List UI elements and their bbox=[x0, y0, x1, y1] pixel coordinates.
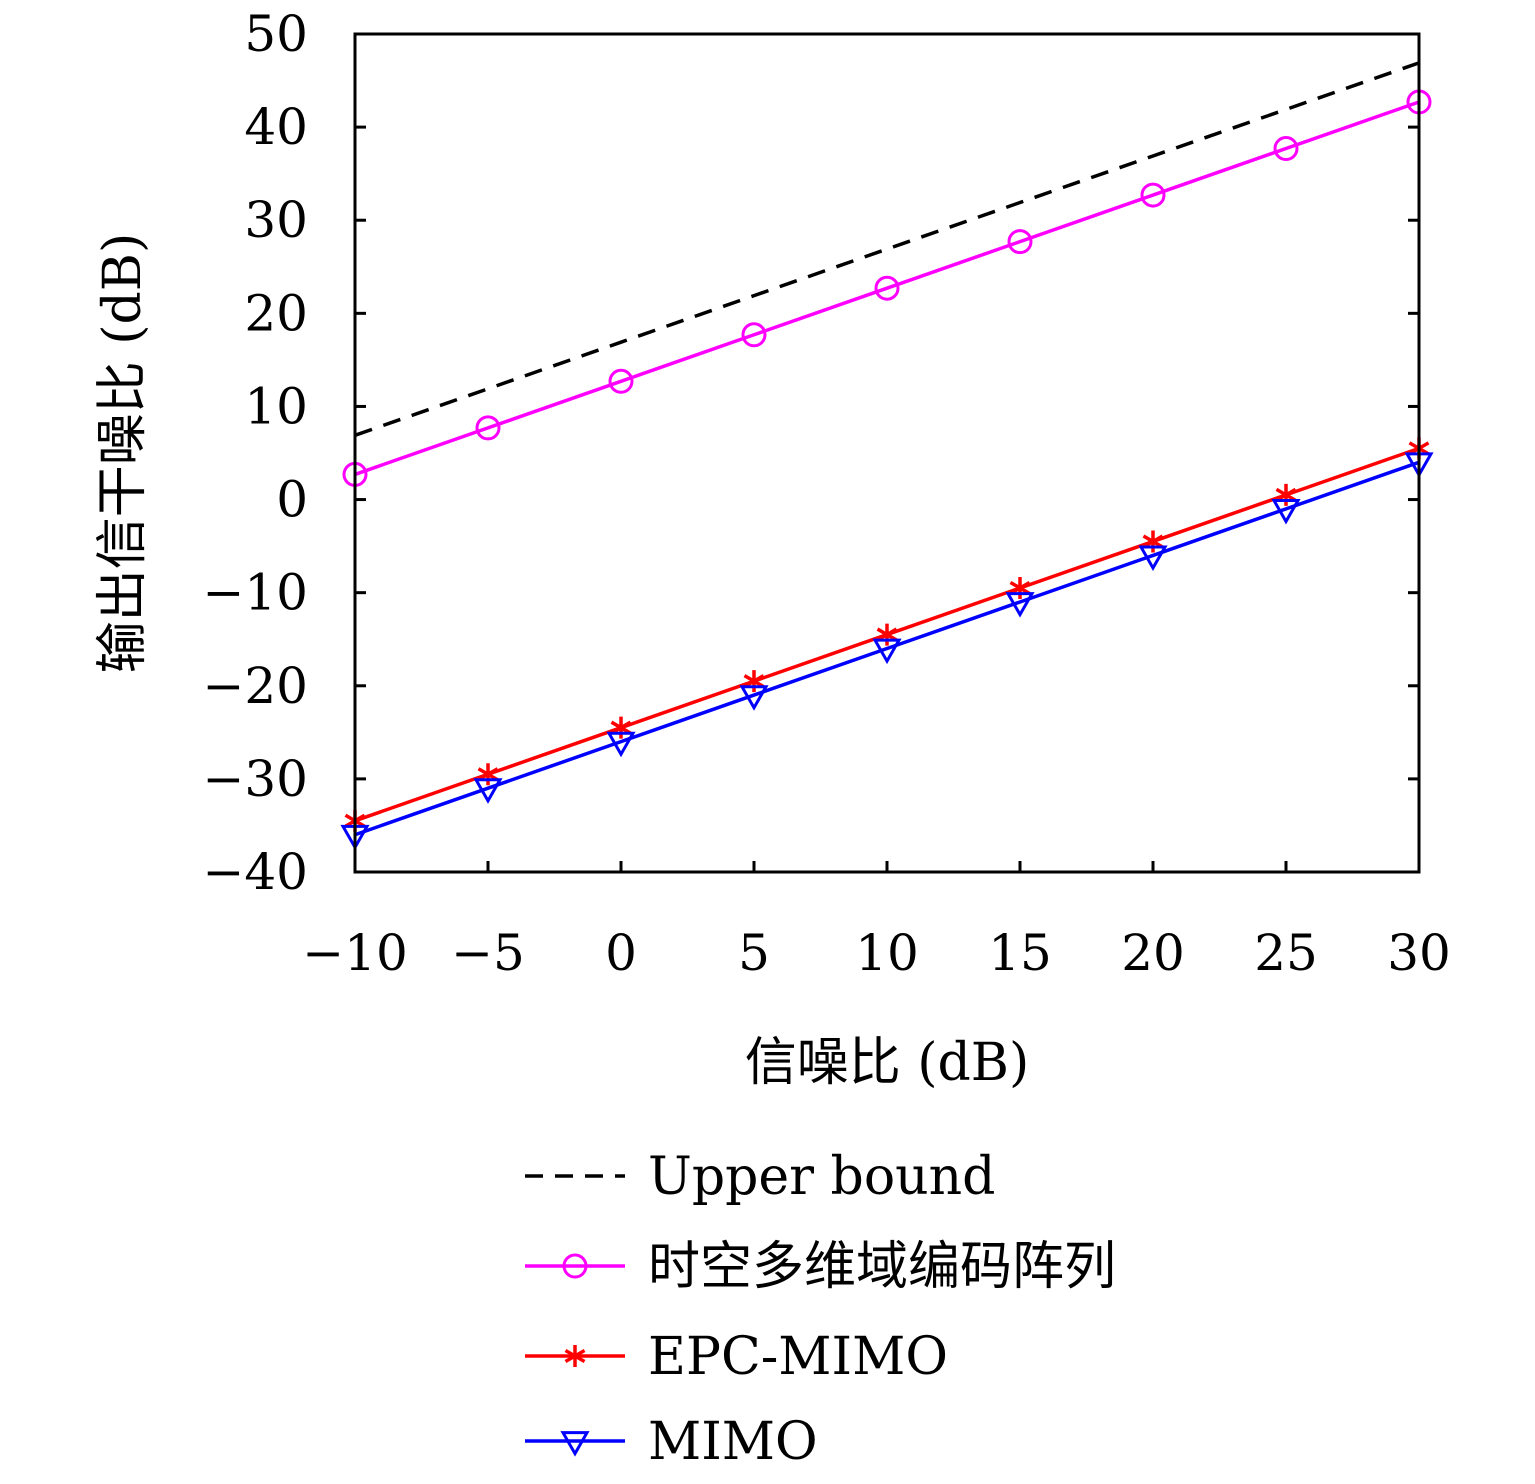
series-2-point bbox=[1275, 483, 1297, 506]
plot-area bbox=[340, 61, 1434, 851]
legend-label: MIMO bbox=[648, 1412, 818, 1472]
series-3-point bbox=[1271, 498, 1301, 525]
series-2-point bbox=[610, 716, 632, 739]
y-tick-label: −30 bbox=[202, 750, 308, 808]
series-1-point bbox=[741, 322, 767, 348]
series-3-line bbox=[354, 460, 1420, 837]
series-1-point bbox=[475, 415, 501, 441]
series-1-point bbox=[874, 275, 900, 301]
x-tick-label: 5 bbox=[738, 924, 770, 982]
series-3-point bbox=[606, 731, 636, 758]
series-0-line bbox=[354, 61, 1420, 437]
series-1-point bbox=[1007, 229, 1033, 255]
y-tick-label: 20 bbox=[244, 284, 308, 342]
x-tick-label: 10 bbox=[855, 924, 919, 982]
legend-label: Upper bound bbox=[648, 1147, 995, 1207]
x-axis-title: 信噪比 (dB) bbox=[745, 1033, 1030, 1093]
series-3-point bbox=[872, 638, 902, 665]
y-tick-label: −10 bbox=[202, 564, 308, 622]
series-1-point bbox=[608, 368, 634, 394]
x-tick-label: 0 bbox=[605, 924, 637, 982]
series-3-point bbox=[1005, 592, 1035, 618]
y-axis-title: 输出信干噪比 (dB) bbox=[93, 233, 153, 674]
x-tick-label: −5 bbox=[451, 924, 525, 982]
legend-swatch-marker bbox=[560, 1431, 590, 1457]
x-tick-label: −10 bbox=[302, 924, 408, 982]
x-tick-label: 25 bbox=[1254, 924, 1318, 982]
x-tick-label: 30 bbox=[1387, 924, 1451, 982]
y-tick-label: 0 bbox=[276, 471, 308, 529]
series-2-point bbox=[477, 763, 499, 786]
series-1-point bbox=[1140, 182, 1166, 208]
series-2-point bbox=[1142, 530, 1164, 553]
y-tick-label: 40 bbox=[244, 98, 308, 156]
x-tick-label: 20 bbox=[1121, 924, 1185, 982]
y-tick-label: 10 bbox=[244, 377, 308, 435]
y-axis: 50 40 30 20 10 0 −10 −20 −30 −40 bbox=[202, 5, 1419, 901]
y-tick-label: 50 bbox=[244, 5, 308, 63]
y-tick-label: −40 bbox=[202, 843, 308, 901]
y-tick-label: −20 bbox=[202, 657, 308, 715]
series-2-point bbox=[1009, 577, 1031, 600]
series-1-point bbox=[1273, 136, 1299, 162]
x-tick-label: 15 bbox=[988, 924, 1052, 982]
legend-swatch-marker bbox=[564, 1345, 586, 1367]
legend-label: 时空多维域编码阵列 bbox=[648, 1237, 1116, 1297]
legend: Upper bound 时空多维域编码阵列 EPC-MIMO MIMO bbox=[525, 1147, 1116, 1472]
x-axis: −10 −5 0 5 10 15 20 25 30 bbox=[302, 861, 1451, 982]
series-2-point bbox=[876, 623, 898, 646]
y-tick-label: 30 bbox=[244, 191, 308, 249]
legend-swatch-marker bbox=[562, 1253, 588, 1279]
series-3-point bbox=[473, 778, 503, 804]
series-1-line bbox=[354, 100, 1420, 477]
series-3-point bbox=[1138, 545, 1168, 572]
series-3-point bbox=[739, 685, 769, 711]
axes-frame bbox=[353, 32, 1421, 874]
series-2-point bbox=[743, 670, 765, 693]
legend-label: EPC-MIMO bbox=[648, 1327, 948, 1387]
